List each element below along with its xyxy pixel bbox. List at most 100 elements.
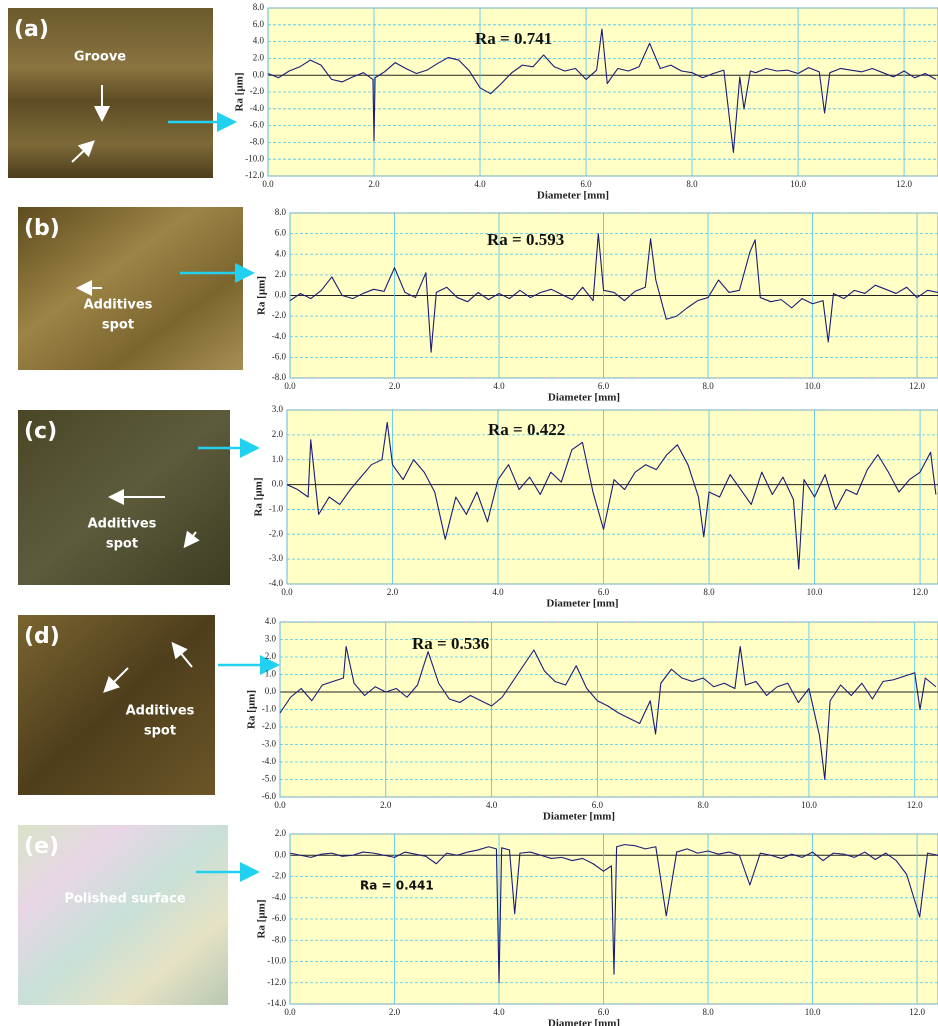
y-tick-label: -12.0 (245, 170, 264, 180)
profile-line (286, 421, 937, 570)
x-tick-label: 12.0 (907, 800, 923, 810)
y-axis-label: Ra [µm] (253, 477, 265, 516)
image-label: Groove (74, 50, 126, 65)
ra-annotation: Ra = 0.441 (360, 879, 434, 893)
profile-line (267, 28, 937, 154)
x-tick-label: 2.0 (380, 800, 392, 810)
panel-label: (d) (24, 624, 60, 649)
profile-line (289, 844, 938, 984)
y-tick-label: 2.0 (275, 269, 287, 279)
x-tick-label: 0.0 (284, 381, 296, 391)
pointer-arrow (71, 140, 95, 163)
y-tick-label: -4.0 (272, 892, 287, 902)
micrograph (8, 8, 213, 178)
x-tick-label: 10.0 (805, 381, 821, 391)
image-label: Additives (126, 704, 195, 719)
x-axis-label: Diameter [mm] (543, 811, 615, 823)
y-tick-label: 4.0 (265, 616, 277, 626)
y-tick-label: -14.0 (267, 998, 286, 1008)
profile-line (289, 233, 938, 353)
image-label: Polished surface (64, 892, 186, 907)
x-tick-label: 0.0 (274, 800, 286, 810)
profile-line (279, 645, 937, 781)
y-tick-label: 6.0 (275, 228, 287, 238)
x-axis-label: Diameter [mm] (548, 392, 620, 404)
image-label: spot (144, 724, 176, 739)
y-tick-label: 2.0 (275, 828, 287, 838)
x-tick-label: 2.0 (389, 381, 401, 391)
x-tick-label: 12.0 (909, 1007, 925, 1017)
y-tick-label: -1.0 (262, 704, 277, 714)
panel-label: (b) (24, 216, 60, 241)
x-tick-label: 10.0 (801, 800, 817, 810)
x-tick-label: 6.0 (592, 800, 604, 810)
x-tick-label: 10.0 (807, 587, 823, 597)
image-label: Additives (88, 517, 157, 532)
image-label: spot (106, 537, 138, 552)
x-tick-label: 0.0 (262, 179, 274, 189)
x-tick-label: 6.0 (580, 179, 592, 189)
x-tick-label: 4.0 (492, 587, 504, 597)
y-tick-label: -6.0 (250, 120, 265, 130)
x-tick-label: 6.0 (598, 381, 610, 391)
y-tick-label: -4.0 (250, 103, 265, 113)
y-tick-label: 0.0 (275, 290, 287, 300)
ra-annotation: Ra = 0.536 (412, 634, 489, 653)
y-tick-label: -8.0 (250, 136, 265, 146)
plot-area (279, 621, 938, 798)
y-tick-label: 3.0 (272, 404, 284, 414)
y-tick-label: 1.0 (272, 454, 284, 464)
y-tick-label: 0.0 (265, 686, 277, 696)
y-tick-label: -12.0 (267, 977, 286, 987)
y-tick-label: -4.0 (272, 331, 287, 341)
x-axis-label: Diameter [mm] (537, 190, 609, 202)
x-tick-label: 2.0 (389, 1007, 401, 1017)
x-tick-label: 8.0 (686, 179, 698, 189)
y-tick-label: -6.0 (272, 351, 287, 361)
y-tick-label: -8.0 (272, 934, 287, 944)
micrograph (18, 825, 228, 1005)
y-tick-label: 0.0 (272, 479, 284, 489)
panel-label: (e) (24, 834, 59, 859)
y-tick-label: 1.0 (265, 669, 277, 679)
y-tick-label: 4.0 (275, 248, 287, 258)
y-tick-label: -4.0 (262, 756, 277, 766)
y-tick-label: 6.0 (253, 19, 265, 29)
y-tick-label: 8.0 (253, 2, 265, 12)
plot-area (286, 409, 938, 585)
x-axis-label: Diameter [mm] (548, 1018, 620, 1026)
y-axis-label: Ra [µm] (234, 72, 246, 111)
x-tick-label: 8.0 (698, 800, 710, 810)
image-label: spot (102, 318, 134, 333)
panel-label: (a) (14, 17, 49, 42)
x-tick-label: 8.0 (702, 1007, 714, 1017)
x-tick-label: 10.0 (805, 1007, 821, 1017)
y-tick-label: 2.0 (265, 651, 277, 661)
y-tick-label: 3.0 (265, 634, 277, 644)
y-tick-label: -6.0 (272, 913, 287, 923)
pointer-arrow (103, 667, 129, 693)
y-tick-label: -2.0 (250, 86, 265, 96)
x-tick-label: 12.0 (912, 587, 928, 597)
y-tick-label: 8.0 (275, 207, 287, 217)
y-tick-label: 4.0 (253, 36, 265, 46)
ra-annotation: Ra = 0.741 (475, 29, 552, 48)
y-tick-label: -4.0 (269, 578, 284, 588)
y-tick-label: 2.0 (272, 429, 284, 439)
y-tick-label: -2.0 (272, 310, 287, 320)
y-tick-label: -2.0 (272, 871, 287, 881)
y-tick-label: -3.0 (262, 739, 277, 749)
x-tick-label: 12.0 (896, 179, 912, 189)
x-tick-label: 10.0 (790, 179, 806, 189)
x-tick-label: 0.0 (284, 1007, 296, 1017)
panel-label: (c) (24, 419, 57, 444)
x-tick-label: 8.0 (703, 587, 715, 597)
x-tick-label: 4.0 (493, 1007, 505, 1017)
y-tick-label: -1.0 (269, 503, 284, 513)
ra-annotation: Ra = 0.593 (487, 230, 564, 249)
x-tick-label: 0.0 (281, 587, 293, 597)
x-axis-label: Diameter [mm] (546, 598, 618, 610)
x-tick-label: 6.0 (598, 587, 610, 597)
y-tick-label: -6.0 (262, 791, 277, 801)
